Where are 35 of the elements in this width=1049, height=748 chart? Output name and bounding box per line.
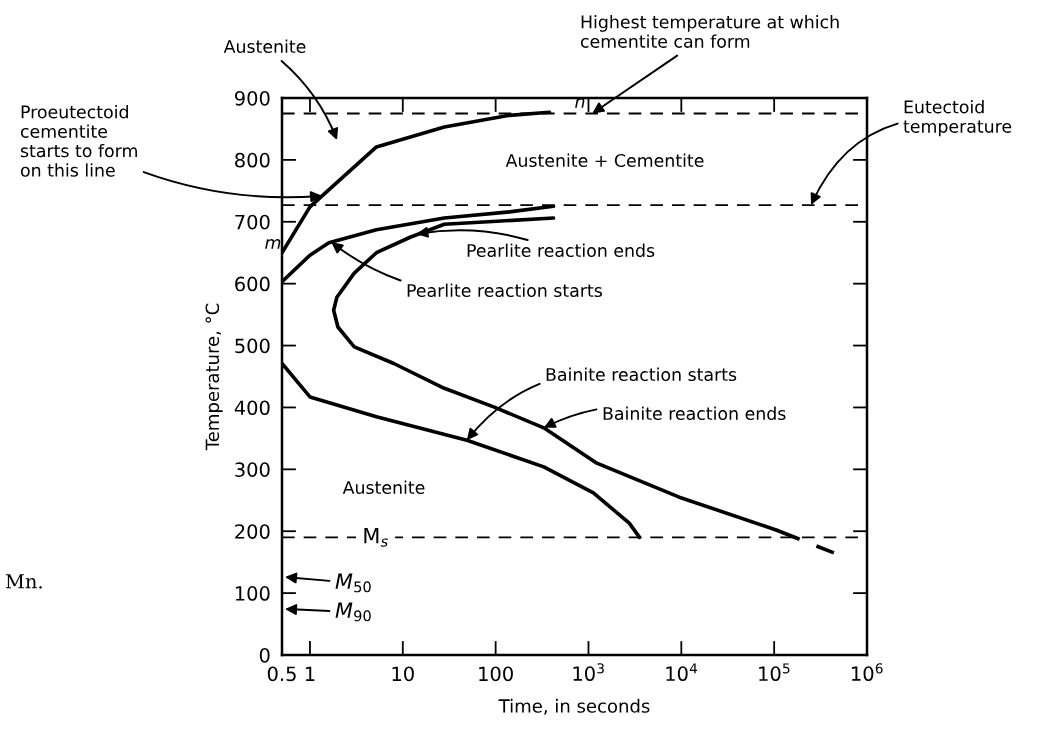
y-axis-title: Temperature, °C	[205, 303, 223, 451]
annotation: Austenite	[342, 480, 425, 495]
text: Mn.	[5, 574, 42, 589]
x-axis-title: Time, in seconds	[498, 698, 650, 715]
x-tick-label: 10	[392, 666, 414, 682]
annotation: Austenite + Cementite	[505, 153, 704, 168]
x-tick-label: 0.5	[267, 666, 296, 682]
ref-line-label: M$_{s}$	[364, 527, 388, 547]
y-tick-label: 500	[235, 338, 270, 354]
x-tick-label: 100	[479, 666, 513, 682]
text: m	[265, 239, 281, 249]
y-tick-label: 200	[235, 524, 270, 539]
y-tick-label: 700	[235, 214, 270, 230]
x-tick-label: 10$^{3}$	[573, 663, 604, 682]
annotation: Eutectoid temperature	[903, 100, 1012, 137]
annotation: Pearlite reaction starts	[407, 283, 602, 298]
x-tick-label: 10$^{6}$	[852, 663, 883, 682]
annotation: Bainite reaction starts	[546, 367, 737, 382]
annotation: M$_{50}$	[335, 573, 371, 593]
x-tick-label: 10$^{4}$	[666, 663, 698, 682]
y-tick-label: 600	[235, 276, 270, 292]
y-tick-label: 800	[235, 152, 270, 168]
x-tick-label: 10$^{5}$	[759, 663, 790, 682]
annotation: Bainite reaction ends	[603, 406, 786, 421]
y-tick-label: 100	[235, 586, 270, 601]
text: Austenite	[223, 39, 306, 54]
y-tick-label: 400	[234, 400, 270, 416]
annotation: M$_{90}$	[335, 602, 371, 622]
x-tick-label: 1	[305, 666, 315, 681]
y-tick-label: 300	[235, 462, 270, 477]
annotation: Proeutectoid cementite starts to form on this line	[20, 105, 137, 177]
y-tick-label: 900	[235, 90, 270, 106]
y-tick-label: 0	[259, 647, 270, 663]
annotation: Highest temperature at which cementite can form	[580, 15, 839, 48]
annotation: Pearlite reaction ends	[467, 243, 655, 258]
